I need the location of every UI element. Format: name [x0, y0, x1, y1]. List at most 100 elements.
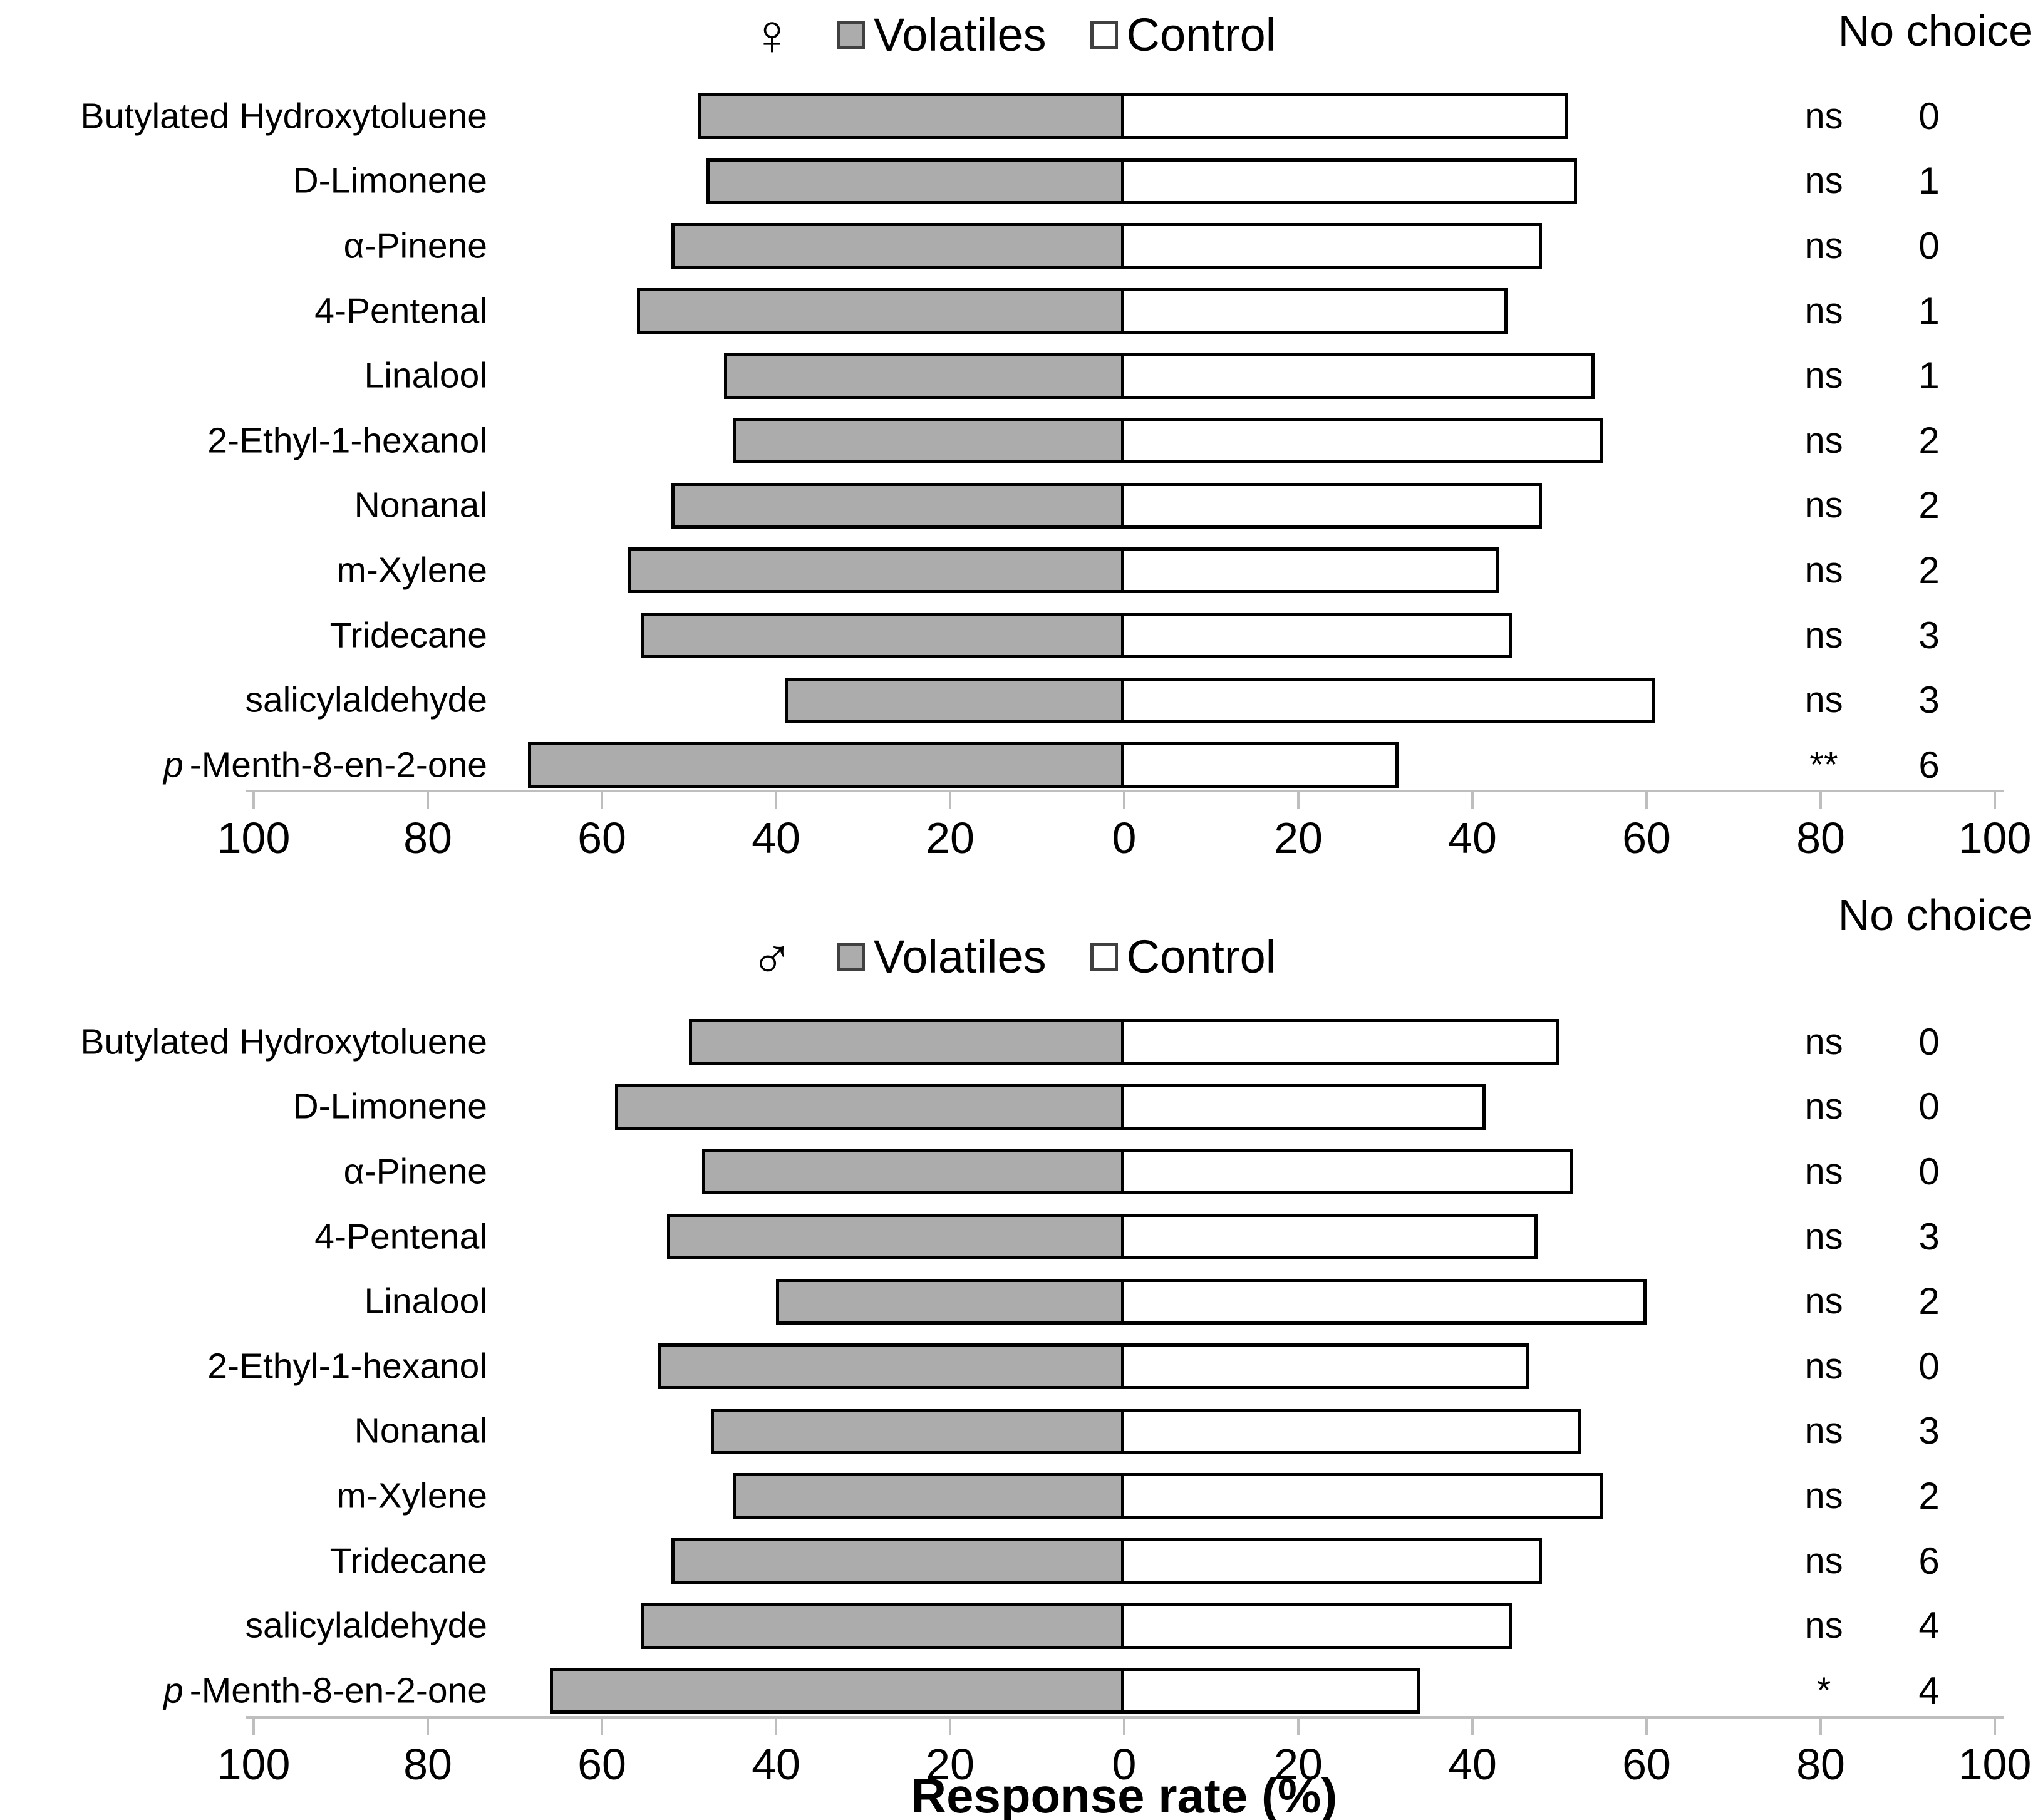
significance-label: ns: [1804, 225, 1843, 266]
tick-mark: [252, 1719, 255, 1735]
tick-mark: [949, 792, 951, 809]
control-bar: [1121, 1214, 1538, 1260]
control-bar: [1121, 1668, 1420, 1714]
control-bar: [1121, 1538, 1543, 1585]
compound-label: Butylated Hydroxytoluene: [80, 1021, 487, 1062]
compound-label: Butylated Hydroxytoluene: [80, 96, 487, 137]
control-bar: [1121, 742, 1399, 788]
significance-label: ns: [1804, 420, 1843, 461]
no-choice-count: 4: [1918, 1669, 1940, 1712]
significance-label: ns: [1804, 1345, 1843, 1387]
chart-row: p -Menth-8-en-2-one ** 6: [0, 733, 2043, 798]
compound-label: Linalool: [364, 355, 488, 396]
compound-label: D-Limonene: [292, 1087, 488, 1127]
legend-control-label: Control: [1126, 931, 1276, 983]
tick-label: 100: [217, 1740, 291, 1789]
female-chart: ♀ Volatiles Control No choice Butylated …: [0, 0, 2043, 877]
tick-label: 80: [403, 1740, 452, 1789]
chart-row: Tridecane ns 3: [0, 603, 2043, 668]
compound-label: Linalool: [364, 1281, 488, 1321]
chart-row: Nonanal ns 3: [0, 1399, 2043, 1464]
chart-row: Tridecane ns 6: [0, 1529, 2043, 1594]
volatiles-bar: [784, 677, 1124, 723]
compound-label: Nonanal: [354, 485, 487, 526]
chart-row: 4-Pentenal ns 3: [0, 1204, 2043, 1269]
tick-mark: [1645, 792, 1648, 809]
control-bar: [1121, 482, 1543, 529]
legend-volatiles-label: Volatiles: [874, 931, 1047, 983]
significance-label: ns: [1804, 1605, 1843, 1647]
no-choice-count: 3: [1918, 679, 1940, 721]
no-choice-count: 3: [1918, 1215, 1940, 1258]
tick-mark: [1123, 1719, 1125, 1735]
chart-row: p -Menth-8-en-2-one * 4: [0, 1658, 2043, 1724]
control-bar: [1121, 1343, 1529, 1390]
tick-label: 80: [403, 814, 452, 862]
tick-label: 100: [1958, 814, 2032, 862]
significance-label: ns: [1804, 290, 1843, 331]
chart-row: Butylated Hydroxytoluene ns 0: [0, 1010, 2043, 1075]
significance-label: ns: [1804, 95, 1843, 137]
chart-row: salicylaldehyde ns 3: [0, 668, 2043, 733]
control-swatch-icon: [1090, 21, 1118, 49]
tick-mark: [427, 792, 429, 809]
tick-mark: [1297, 792, 1300, 809]
volatiles-bar: [527, 742, 1124, 788]
tick-mark: [949, 1719, 951, 1735]
compound-label: p -Menth-8-en-2-one: [163, 745, 487, 785]
compound-label: Tridecane: [329, 1541, 487, 1581]
volatiles-bar: [636, 288, 1124, 334]
no-choice-count: 3: [1918, 614, 1940, 656]
volatiles-bar: [614, 1083, 1124, 1130]
legend-item-control: Control: [1090, 12, 1276, 58]
compound-label: salicylaldehyde: [245, 1605, 487, 1646]
significance-label: ns: [1804, 614, 1843, 656]
compound-label: m-Xylene: [336, 1476, 487, 1516]
chart-row: m-Xylene ns 2: [0, 1464, 2043, 1529]
no-choice-count: 1: [1918, 289, 1940, 332]
tick-mark: [1819, 792, 1822, 809]
compound-label: D-Limonene: [292, 161, 488, 202]
no-choice-count: 0: [1918, 95, 1940, 137]
volatiles-bar: [732, 418, 1124, 464]
control-swatch-icon: [1090, 943, 1118, 971]
chart-row: D-Limonene ns 0: [0, 1075, 2043, 1140]
significance-label: ns: [1804, 485, 1843, 526]
legend-volatiles-label: Volatiles: [874, 9, 1047, 61]
no-choice-count: 2: [1918, 1280, 1940, 1323]
tick-mark: [1297, 1719, 1300, 1735]
volatiles-swatch-icon: [837, 21, 865, 49]
tick-mark: [252, 792, 255, 809]
chart-row: Nonanal ns 2: [0, 473, 2043, 539]
tick-label: 40: [1448, 1740, 1497, 1789]
no-choice-count: 3: [1918, 1410, 1940, 1452]
control-bar: [1121, 1149, 1573, 1195]
significance-label: ns: [1804, 1410, 1843, 1452]
male-symbol: ♂: [750, 925, 794, 989]
significance-label: ns: [1804, 1216, 1843, 1257]
control-bar: [1121, 418, 1603, 464]
control-bar: [1121, 1408, 1581, 1454]
volatiles-bar: [689, 1019, 1124, 1065]
tick-mark: [1819, 1719, 1822, 1735]
control-bar: [1121, 677, 1655, 723]
tick-label: 60: [577, 1740, 626, 1789]
tick-label: 60: [577, 814, 626, 862]
compound-label: salicylaldehyde: [245, 680, 487, 720]
significance-label: ns: [1804, 1150, 1843, 1192]
no-choice-count: 2: [1918, 419, 1940, 462]
tick-mark: [1994, 1719, 1996, 1735]
bars-area: Butylated Hydroxytoluene ns 0 D-Limonene ns 1…: [0, 84, 2043, 798]
significance-label: ns: [1804, 1475, 1843, 1516]
tick-mark: [1994, 792, 1996, 809]
tick-mark: [601, 792, 603, 809]
significance-label: ns: [1804, 160, 1843, 202]
no-choice-count: 2: [1918, 549, 1940, 591]
volatiles-bar: [549, 1668, 1124, 1714]
volatiles-bar: [706, 158, 1124, 204]
legend-item-control: Control: [1090, 934, 1276, 980]
no-choice-count: 1: [1918, 354, 1940, 397]
compound-label: Tridecane: [329, 615, 487, 656]
legend-item-volatiles: Volatiles: [837, 12, 1047, 58]
control-bar: [1121, 613, 1512, 659]
